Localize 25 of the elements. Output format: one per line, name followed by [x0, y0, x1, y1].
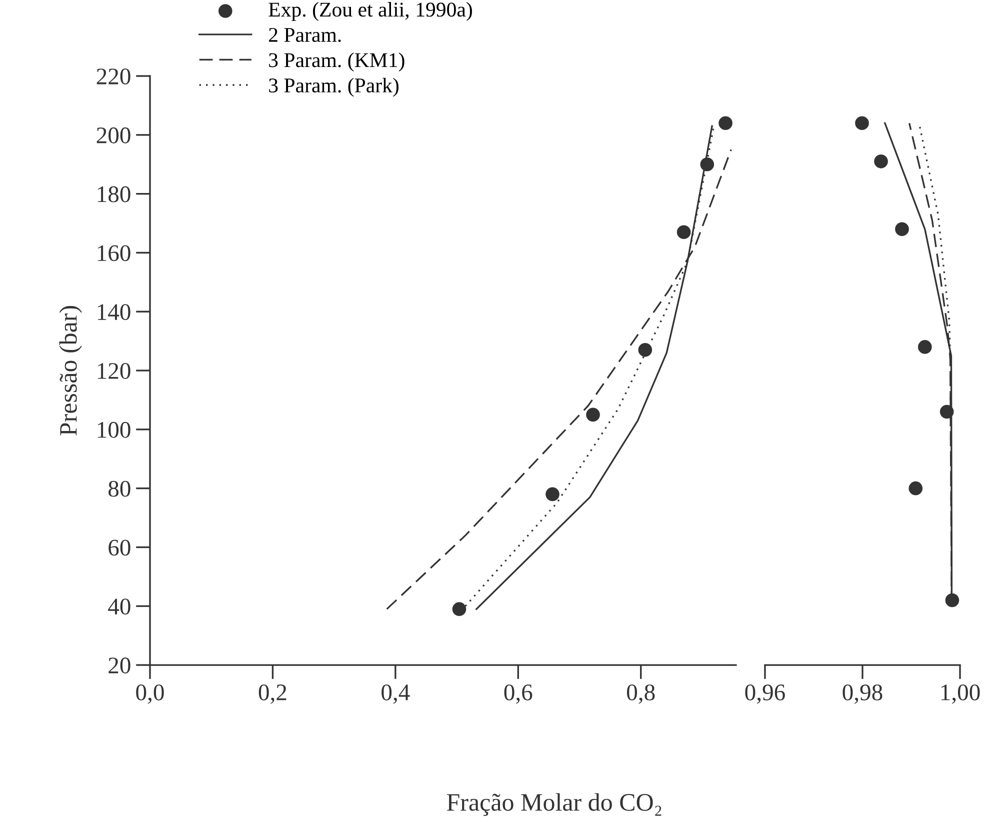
y-tick-label: 160: [98, 245, 130, 262]
legend-label: 2 Param.: [269, 28, 341, 42]
y-tick-label: 140: [98, 304, 130, 320]
y-tick-label: 200: [96, 127, 130, 144]
x-tick-label: 0,96: [745, 684, 785, 704]
x-tick-label: 0,4: [382, 684, 410, 704]
legend-label: 3 Param. (KM1): [269, 52, 404, 72]
x-tick-label: 0,2: [258, 684, 286, 704]
y-tick-label: 100: [98, 422, 130, 438]
x-tick-label: 0,6: [504, 684, 532, 704]
y-tick-label: 80: [108, 480, 130, 497]
y-tick-label: 60: [108, 540, 130, 556]
x-tick-label: 0,8: [627, 684, 655, 704]
y-tick-label: 220: [96, 68, 130, 84]
y-tick-label: 180: [98, 186, 130, 202]
x-tick-label: 0,98: [842, 684, 882, 704]
y-tick-label: 20: [108, 658, 130, 674]
y-tick-label: 120: [98, 363, 130, 379]
y-axis-title: Pressão (bar): [59, 306, 82, 436]
y-tick-label: 40: [108, 598, 130, 615]
x-tick-label: 1,00: [941, 684, 980, 704]
legend-label: Exp. (Zou et alii, 1990a): [268, 2, 472, 21]
x-axis-title: Fração Molar do CO₂: [446, 793, 662, 816]
x-tick-label: 0,0: [136, 684, 164, 704]
legend-label: 3 Param. (Park): [269, 78, 398, 97]
